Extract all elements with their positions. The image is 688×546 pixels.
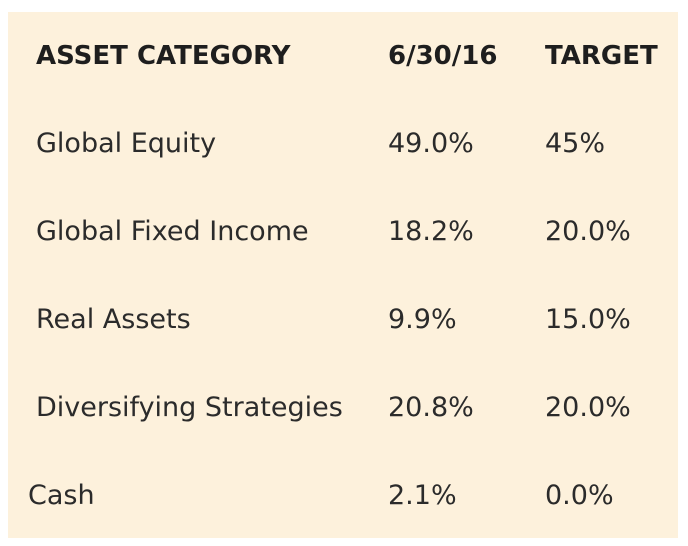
date-value-cell: 2.1% — [388, 480, 457, 511]
table-header-row: ASSET CATEGORY 6/30/16 TARGET — [8, 36, 678, 76]
target-value-cell: 0.0% — [545, 480, 614, 511]
date-value-cell: 18.2% — [388, 216, 474, 247]
header-date: 6/30/16 — [388, 41, 498, 71]
table-row: Diversifying Strategies 20.8% 20.0% — [8, 388, 678, 428]
asset-category-cell: Cash — [28, 480, 95, 511]
table-row: Real Assets 9.9% 15.0% — [8, 300, 678, 340]
date-value-cell: 49.0% — [388, 128, 474, 159]
target-value-cell: 20.0% — [545, 216, 631, 247]
asset-category-cell: Real Assets — [36, 304, 191, 335]
header-asset-category: ASSET CATEGORY — [36, 41, 291, 71]
asset-category-cell: Global Fixed Income — [36, 216, 309, 247]
asset-category-cell: Global Equity — [36, 128, 217, 159]
asset-allocation-panel: ASSET CATEGORY 6/30/16 TARGET Global Equ… — [8, 12, 678, 538]
table-row: Global Fixed Income 18.2% 20.0% — [8, 212, 678, 252]
date-value-cell: 9.9% — [388, 304, 457, 335]
target-value-cell: 15.0% — [545, 304, 631, 335]
table-row: Global Equity 49.0% 45% — [8, 124, 678, 164]
date-value-cell: 20.8% — [388, 392, 474, 423]
asset-category-cell: Diversifying Strategies — [36, 392, 343, 423]
target-value-cell: 20.0% — [545, 392, 631, 423]
table-row: Cash 2.1% 0.0% — [8, 476, 678, 516]
header-target: TARGET — [545, 41, 658, 71]
target-value-cell: 45% — [545, 128, 606, 159]
